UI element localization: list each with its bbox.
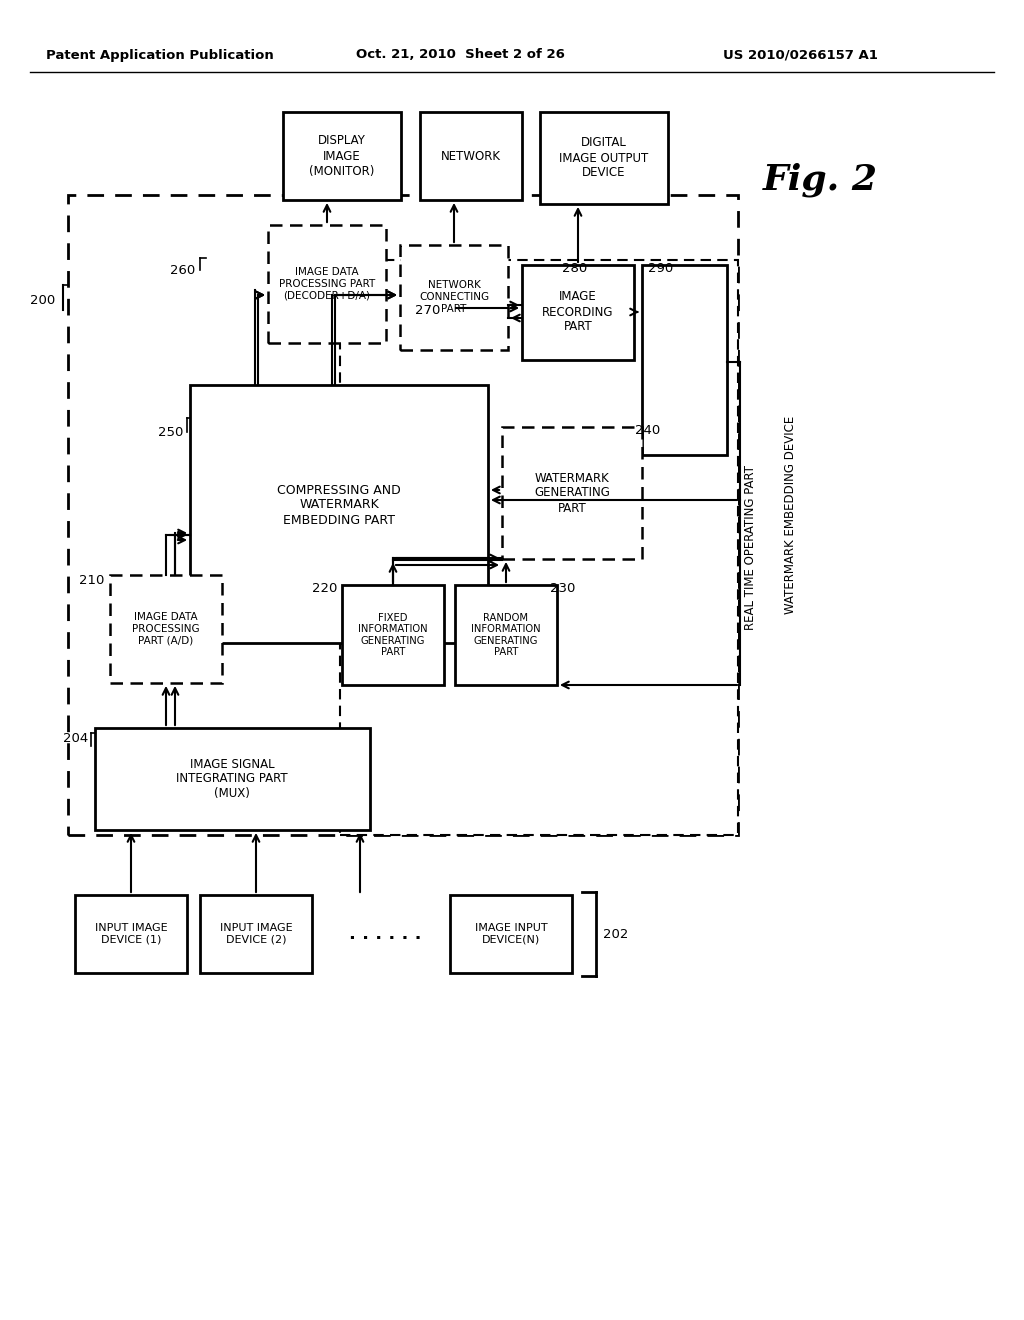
Text: Patent Application Publication: Patent Application Publication xyxy=(46,49,273,62)
Text: 260: 260 xyxy=(170,264,195,276)
Bar xyxy=(110,576,222,682)
Bar xyxy=(190,385,488,643)
Text: . . . . . .: . . . . . . xyxy=(349,925,421,942)
Text: 280: 280 xyxy=(562,261,587,275)
Text: COMPRESSING AND
WATERMARK
EMBEDDING PART: COMPRESSING AND WATERMARK EMBEDDING PART xyxy=(278,483,400,527)
Text: IMAGE INPUT
DEVICE(N): IMAGE INPUT DEVICE(N) xyxy=(475,923,547,945)
Text: IMAGE
RECORDING
PART: IMAGE RECORDING PART xyxy=(543,290,613,334)
Bar xyxy=(75,895,187,973)
Text: 200: 200 xyxy=(30,293,55,306)
Text: DIGITAL
IMAGE OUTPUT
DEVICE: DIGITAL IMAGE OUTPUT DEVICE xyxy=(559,136,648,180)
Text: 204: 204 xyxy=(62,731,88,744)
Text: 240: 240 xyxy=(635,424,660,437)
Bar xyxy=(268,224,386,343)
Bar xyxy=(522,265,634,360)
Text: RANDOM
INFORMATION
GENERATING
PART: RANDOM INFORMATION GENERATING PART xyxy=(471,612,541,657)
Text: 270: 270 xyxy=(415,304,440,317)
Text: NETWORK: NETWORK xyxy=(441,149,501,162)
Bar xyxy=(68,195,738,836)
Bar xyxy=(340,260,738,836)
Text: 250: 250 xyxy=(158,425,183,438)
Text: Fig. 2: Fig. 2 xyxy=(763,162,878,197)
Bar xyxy=(502,426,642,558)
Bar xyxy=(342,585,444,685)
Bar xyxy=(455,585,557,685)
Bar xyxy=(642,265,727,455)
Text: INPUT IMAGE
DEVICE (2): INPUT IMAGE DEVICE (2) xyxy=(220,923,292,945)
Text: 290: 290 xyxy=(648,261,673,275)
Bar xyxy=(420,112,522,201)
Text: Oct. 21, 2010  Sheet 2 of 26: Oct. 21, 2010 Sheet 2 of 26 xyxy=(355,49,564,62)
Text: NETWORK
CONNECTING
PART: NETWORK CONNECTING PART xyxy=(419,280,489,314)
Bar xyxy=(540,112,668,205)
Text: US 2010/0266157 A1: US 2010/0266157 A1 xyxy=(723,49,878,62)
Bar xyxy=(400,246,508,350)
Text: 220: 220 xyxy=(311,582,337,594)
Text: INPUT IMAGE
DEVICE (1): INPUT IMAGE DEVICE (1) xyxy=(94,923,167,945)
Text: 230: 230 xyxy=(550,582,575,594)
Text: 202: 202 xyxy=(603,928,629,940)
Text: WATERMARK
GENERATING
PART: WATERMARK GENERATING PART xyxy=(535,471,610,515)
Text: IMAGE SIGNAL
INTEGRATING PART
(MUX): IMAGE SIGNAL INTEGRATING PART (MUX) xyxy=(176,758,288,800)
Text: IMAGE DATA
PROCESSING
PART (A/D): IMAGE DATA PROCESSING PART (A/D) xyxy=(132,612,200,645)
Text: IMAGE DATA
PROCESSING PART
(DECODER+D/A): IMAGE DATA PROCESSING PART (DECODER+D/A) xyxy=(279,268,375,301)
Bar xyxy=(95,729,370,830)
Bar xyxy=(450,895,572,973)
Text: DISPLAY
IMAGE
(MONITOR): DISPLAY IMAGE (MONITOR) xyxy=(309,135,375,177)
Bar xyxy=(283,112,401,201)
Text: 210: 210 xyxy=(79,573,104,586)
Text: WATERMARK EMBEDDING DEVICE: WATERMARK EMBEDDING DEVICE xyxy=(783,416,797,614)
Bar xyxy=(200,895,312,973)
Text: FIXED
INFORMATION
GENERATING
PART: FIXED INFORMATION GENERATING PART xyxy=(358,612,428,657)
Text: REAL TIME OPERATING PART: REAL TIME OPERATING PART xyxy=(743,466,757,631)
